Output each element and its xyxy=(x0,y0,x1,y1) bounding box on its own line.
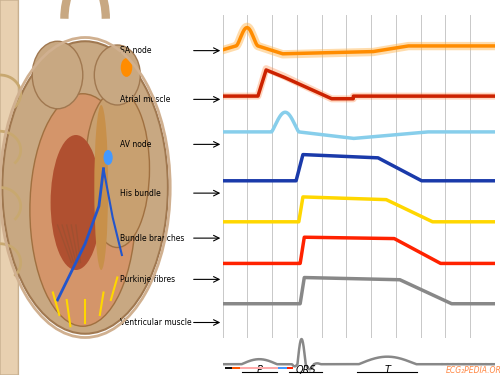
Text: T: T xyxy=(384,365,390,375)
Bar xyxy=(240,367,279,369)
Text: Ventricular muscle: Ventricular muscle xyxy=(120,318,191,327)
Ellipse shape xyxy=(2,41,168,334)
Bar xyxy=(225,367,232,369)
Text: Atrial muscle: Atrial muscle xyxy=(120,95,170,104)
Text: SA node: SA node xyxy=(120,46,151,55)
Text: P: P xyxy=(256,365,262,375)
Ellipse shape xyxy=(30,94,136,326)
Ellipse shape xyxy=(50,135,101,270)
Text: His bundle: His bundle xyxy=(120,189,160,198)
Text: QRS: QRS xyxy=(296,365,316,375)
Bar xyxy=(278,367,286,369)
Bar xyxy=(232,367,240,369)
Circle shape xyxy=(104,150,112,165)
Text: AV node: AV node xyxy=(120,140,151,149)
Bar xyxy=(286,367,294,369)
Circle shape xyxy=(121,58,132,77)
Text: ECG₂PEDIA.ORG: ECG₂PEDIA.ORG xyxy=(446,366,500,375)
Ellipse shape xyxy=(94,45,140,105)
FancyBboxPatch shape xyxy=(0,0,18,375)
Ellipse shape xyxy=(85,90,150,248)
Ellipse shape xyxy=(32,41,83,109)
Text: Bundle branches: Bundle branches xyxy=(120,234,184,243)
Text: Purkinje fibres: Purkinje fibres xyxy=(120,275,174,284)
Ellipse shape xyxy=(94,105,108,270)
